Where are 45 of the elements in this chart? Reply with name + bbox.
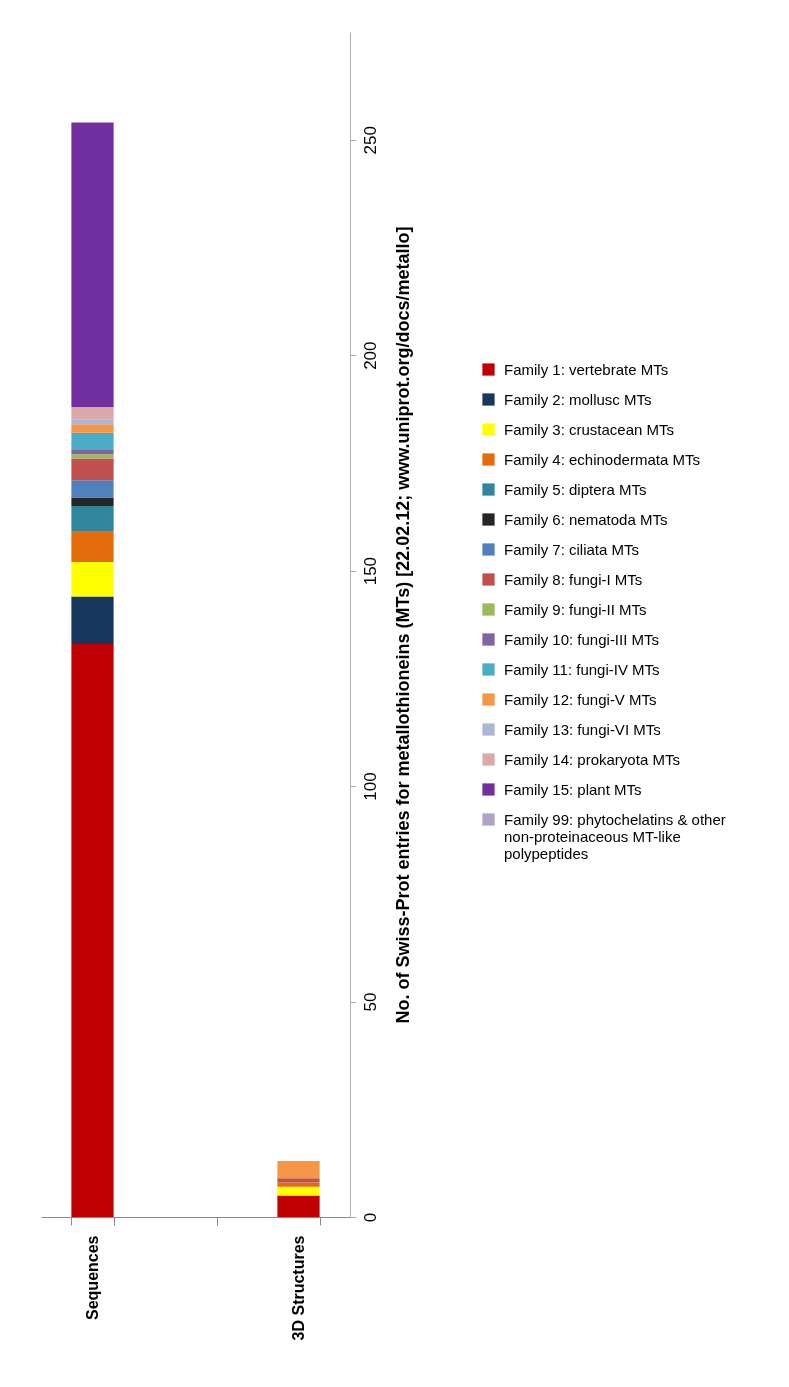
bar (71, 497, 114, 506)
legend-label: Family 13: fungi-VI MTs (504, 720, 661, 738)
x-tick-label: Sequences (84, 1235, 101, 1320)
legend-label: Family 10: fungi-III MTs (504, 630, 660, 648)
bar (277, 1186, 320, 1196)
bar (71, 506, 114, 532)
bar (277, 1160, 320, 1179)
legend-label: Family 6: nematoda MTs (504, 510, 668, 528)
bar (71, 406, 114, 420)
x-tick-label: 3D Structures (290, 1235, 307, 1341)
y-tick-label: 150 (360, 556, 380, 586)
legend-label: Family 1: vertebrate MTs (504, 360, 669, 378)
bar (277, 1182, 320, 1187)
bar (71, 562, 114, 597)
bar (71, 449, 114, 455)
bar (71, 432, 114, 450)
y-tick-label: 50 (360, 992, 380, 1012)
y-tick-label: 200 (360, 341, 380, 370)
bar (71, 458, 114, 481)
legend-label: Family 8: fungi-I MTs (504, 570, 643, 588)
legend-label: Family 5: diptera MTs (504, 480, 647, 498)
y-axis-title: No. of Swiss-Prot entries for metallothioneins (MTs) [22.02.12; www.uniprot.org/docs/metallo] (392, 226, 413, 1024)
legend-label: Family 12: fungi-V MTs (504, 690, 657, 708)
bar (277, 1178, 320, 1183)
legend-label: Family 14: prokaryota MTs (504, 750, 680, 768)
bar (71, 122, 114, 407)
legend-label: Family 7: ciliata MTs (504, 540, 640, 558)
bar (71, 643, 114, 1217)
legend-label: Family 2: mollusc MTs (504, 390, 652, 408)
bar (71, 454, 114, 459)
bar (71, 531, 114, 563)
legend-label: Family 15: plant MTs (504, 780, 642, 798)
y-tick-label: 100 (360, 772, 380, 801)
legend-label: Family 9: fungi-II MTs (504, 600, 647, 618)
legend-label: Family 4: echinodermata MTs (504, 450, 700, 468)
legend-label: Family 99: phytochelatins & other non-proteinaceous MT-like polypeptides (504, 810, 726, 862)
y-tick-label: 250 (360, 126, 380, 155)
bar (277, 1195, 320, 1217)
bar (71, 424, 114, 433)
bar (71, 419, 114, 425)
y-tick-label: 0 (360, 1212, 380, 1223)
legend-label: Family 11: fungi-IV MTs (504, 660, 660, 678)
bar (71, 596, 114, 644)
bar (71, 480, 114, 498)
legend-label: Family 3: crustacean MTs (504, 420, 675, 438)
